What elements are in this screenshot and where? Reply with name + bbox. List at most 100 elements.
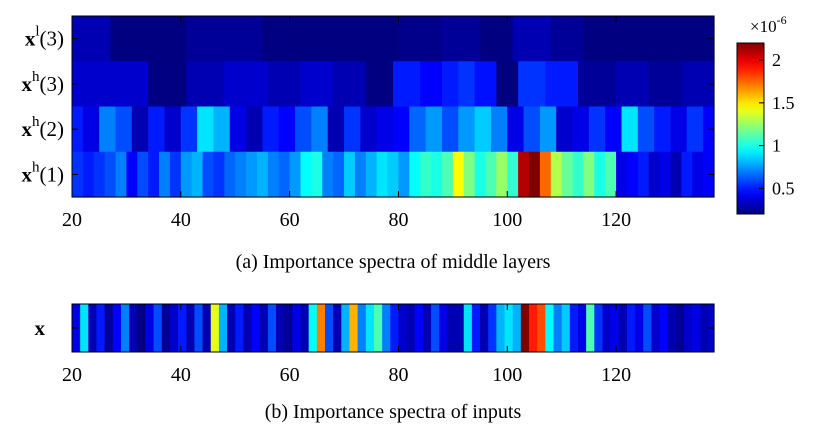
heat-cell-x3h	[545, 61, 579, 108]
heat-cell-x3h	[474, 61, 497, 108]
panel-a-x-ticks: 20 40 60 80 100 120	[62, 16, 631, 231]
heat-cell-x	[390, 304, 400, 352]
heat-cell-x2h	[621, 106, 639, 153]
heat-cell-x	[692, 304, 701, 352]
row-label-base: x	[25, 27, 36, 51]
heat-cell-x	[178, 304, 187, 352]
heat-cell-x3l	[327, 16, 400, 62]
heat-cell-x3l	[654, 16, 715, 62]
heat-cell-x1h	[376, 151, 389, 198]
heat-cell-x2h	[523, 106, 541, 153]
row-label-arg: (2)	[40, 117, 65, 141]
heat-cell-x1h	[561, 151, 574, 198]
heat-cell-x2h	[229, 106, 247, 153]
heat-cell-x1h	[605, 151, 617, 198]
heat-cell-x	[137, 304, 147, 352]
heat-cell-x3h	[300, 61, 334, 108]
heat-cell-x	[610, 304, 620, 352]
heat-cell-x	[308, 304, 318, 352]
row-label-sup: l	[35, 24, 39, 40]
x-tick-label: 100	[492, 364, 522, 386]
heat-cell-x1h	[159, 151, 171, 198]
heat-cell-x	[235, 304, 244, 352]
heat-cell-x1h	[213, 151, 225, 198]
x-tick-label: 60	[280, 209, 300, 231]
heat-cell-x1h	[626, 151, 639, 198]
heat-cell-x1h	[289, 151, 302, 198]
x-tick-label: 20	[62, 364, 82, 386]
heat-cell-x3l	[262, 16, 329, 62]
heat-cell-x1h	[409, 151, 421, 198]
heat-cell-x1h	[485, 151, 497, 198]
heat-cell-x3l	[512, 16, 552, 62]
row-label: xh(2)	[22, 114, 65, 141]
heat-cell-x2h	[588, 106, 606, 153]
heat-cell-x3h	[148, 61, 187, 108]
heat-cell-x	[276, 304, 285, 352]
heat-cell-x	[545, 304, 555, 352]
heat-cell-x	[447, 304, 457, 352]
heat-cell-x2h	[164, 106, 182, 153]
colorbar-tick-label: 1.5	[772, 93, 795, 113]
heat-cell-x	[675, 304, 685, 352]
heat-cell-x1h	[169, 151, 182, 198]
heat-cell-x2h	[507, 106, 525, 153]
row-label-base: x	[22, 117, 33, 141]
heat-cell-x	[341, 304, 351, 352]
heat-cell-x	[398, 304, 408, 352]
colorbar-multiplier: ×10-6	[750, 13, 787, 36]
heat-cell-x1h	[616, 151, 628, 198]
heat-cell-x	[618, 304, 628, 352]
heat-cell-x1h	[648, 151, 661, 198]
x-tick-label: 20	[62, 209, 82, 231]
colorbar-ticks: 0.5 1 1.5 2	[759, 50, 795, 198]
heat-cell-x	[300, 304, 310, 352]
heat-cell-x2h	[344, 106, 361, 153]
colorbar: 0.5 1 1.5 2 ×10-6	[736, 13, 795, 215]
heat-cell-x1h	[398, 151, 410, 198]
heat-cell-x1h	[365, 151, 378, 198]
heat-cell-x	[88, 304, 98, 352]
heat-cell-x	[414, 304, 424, 352]
heat-cell-x1h	[202, 151, 215, 198]
heat-cell-x1h	[180, 151, 193, 198]
heat-cell-x	[120, 304, 130, 352]
heat-cell-x1h	[637, 151, 650, 198]
heat-cell-x	[333, 304, 342, 352]
heat-cell-x3h	[496, 61, 519, 108]
heat-cell-x	[561, 304, 571, 352]
heat-cell-x	[104, 304, 114, 352]
heat-cell-x3h	[420, 61, 443, 108]
heat-cell-x	[626, 304, 636, 352]
heat-cell-x1h	[441, 151, 454, 198]
heat-cell-x	[431, 304, 440, 352]
heat-cell-x2h	[637, 106, 655, 153]
heat-cell-x2h	[262, 106, 280, 153]
heat-cell-x	[267, 304, 277, 352]
heat-cell-x1h	[550, 151, 563, 198]
heat-cell-x2h	[376, 106, 394, 153]
row-label-sup: h	[32, 69, 40, 85]
row-label: xh(3)	[22, 69, 65, 96]
heat-cell-x2h	[556, 106, 574, 153]
heat-cell-x2h	[425, 106, 443, 153]
heat-cell-x	[382, 304, 391, 352]
heat-cell-x	[202, 304, 212, 352]
heat-cell-x1h	[322, 151, 334, 198]
heat-cell-x3h	[224, 61, 269, 108]
heat-cell-x	[471, 304, 481, 352]
heat-cell-x3l	[480, 16, 514, 62]
heat-cell-x2h	[278, 106, 296, 153]
panel-a-row-labels: xl(3)xh(3)xh(2)xh(1)	[22, 24, 714, 186]
heat-cell-x3l	[621, 16, 655, 62]
heat-cell-x	[529, 304, 538, 352]
heat-cell-x1h	[148, 151, 160, 198]
heat-cell-x1h	[278, 151, 291, 198]
heat-cell-x1h	[224, 151, 236, 198]
heat-cell-x1h	[692, 151, 704, 198]
heat-cell-x	[284, 304, 293, 352]
x-tick-label: 80	[388, 364, 408, 386]
row-label-sup: h	[32, 114, 40, 130]
heat-cell-x1h	[420, 151, 432, 198]
